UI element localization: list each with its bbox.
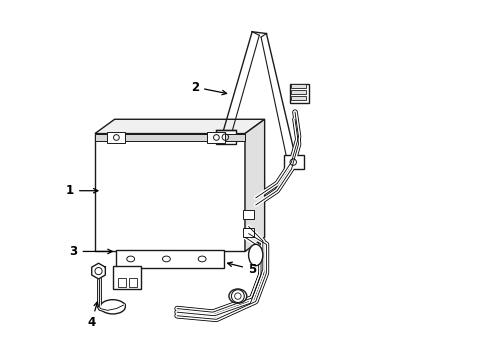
Bar bbox=[243, 228, 254, 237]
Bar bbox=[284, 155, 304, 169]
Ellipse shape bbox=[229, 289, 247, 303]
Text: 1: 1 bbox=[66, 184, 98, 197]
FancyBboxPatch shape bbox=[107, 132, 125, 143]
Ellipse shape bbox=[163, 256, 171, 262]
Bar bbox=[292, 96, 306, 100]
Circle shape bbox=[231, 290, 245, 302]
Ellipse shape bbox=[248, 244, 263, 266]
Circle shape bbox=[235, 293, 241, 299]
Text: 5: 5 bbox=[228, 262, 256, 276]
Ellipse shape bbox=[198, 256, 206, 262]
Text: 4: 4 bbox=[87, 302, 98, 329]
Bar bbox=[292, 84, 306, 88]
Bar bbox=[290, 84, 309, 103]
Polygon shape bbox=[92, 263, 105, 279]
Ellipse shape bbox=[127, 256, 135, 262]
Bar bbox=[118, 278, 126, 287]
Bar bbox=[243, 210, 254, 219]
Text: 2: 2 bbox=[191, 81, 226, 95]
Bar bbox=[292, 90, 306, 94]
Bar bbox=[129, 278, 137, 287]
Bar bbox=[95, 134, 245, 141]
Polygon shape bbox=[95, 119, 265, 134]
Polygon shape bbox=[245, 119, 265, 251]
Ellipse shape bbox=[100, 300, 125, 314]
Bar bbox=[217, 130, 236, 144]
FancyBboxPatch shape bbox=[113, 266, 142, 289]
Bar bbox=[95, 134, 245, 251]
Bar bbox=[117, 250, 223, 267]
Text: 3: 3 bbox=[70, 245, 112, 258]
FancyBboxPatch shape bbox=[207, 132, 225, 143]
